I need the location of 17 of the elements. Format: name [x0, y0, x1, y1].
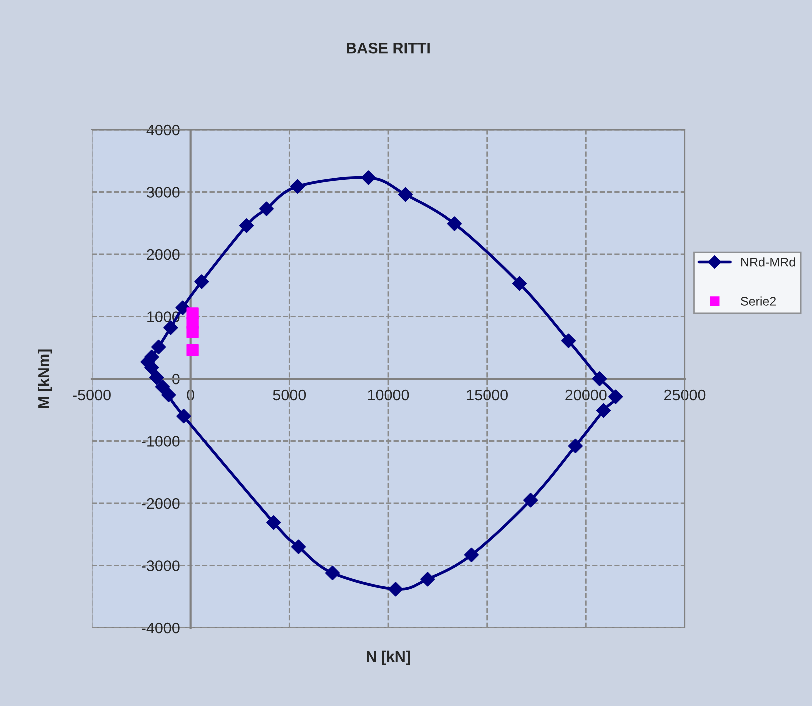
y-tick-label: -3000 [142, 560, 180, 572]
x-tick-label: 25000 [664, 390, 706, 401]
chart-title: BASE RITTI [347, 42, 430, 54]
x-axis-title: N [kN] [367, 650, 410, 666]
y-axis-title: M [kNm] [38, 350, 52, 408]
x-tick-label: -5000 [73, 390, 111, 401]
legend-label: Serie2 [741, 296, 776, 306]
legend-label: NRd-MRd [742, 258, 796, 267]
x-tick-label: 5000 [273, 390, 306, 401]
y-tick-label: 2000 [147, 249, 180, 260]
x-tick-label: 15000 [467, 390, 508, 401]
y-tick-label: 3000 [147, 187, 180, 198]
x-tick-label: 10000 [368, 390, 410, 401]
y-tick-label: -1000 [142, 436, 180, 447]
x-tick-label: 20000 [566, 390, 607, 401]
y-tick-label: -4000 [142, 622, 180, 634]
y-tick-label: -2000 [142, 498, 180, 510]
